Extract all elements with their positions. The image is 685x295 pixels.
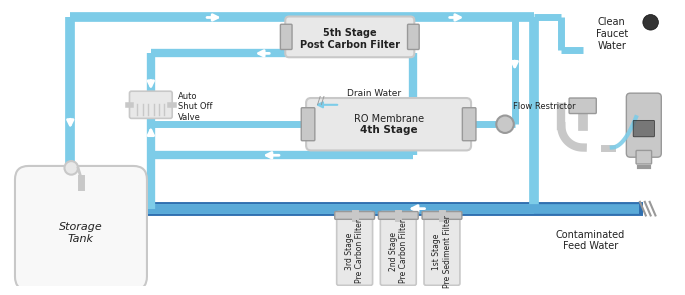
FancyBboxPatch shape — [306, 98, 471, 150]
FancyBboxPatch shape — [336, 212, 373, 285]
FancyBboxPatch shape — [633, 120, 654, 137]
FancyBboxPatch shape — [424, 212, 460, 285]
FancyBboxPatch shape — [626, 93, 661, 157]
FancyBboxPatch shape — [462, 108, 476, 141]
FancyBboxPatch shape — [285, 17, 414, 57]
Circle shape — [643, 14, 658, 30]
FancyBboxPatch shape — [636, 150, 651, 164]
Text: Flow Restrictor: Flow Restrictor — [513, 102, 575, 111]
FancyBboxPatch shape — [380, 212, 416, 285]
Text: 1st Stage
Pre Sediment Filter: 1st Stage Pre Sediment Filter — [432, 215, 451, 288]
Text: //: // — [317, 96, 325, 106]
Text: Contaminated
Feed Water: Contaminated Feed Water — [556, 230, 625, 251]
FancyBboxPatch shape — [129, 91, 172, 118]
Text: 2nd Stage
Pre Carbon Filter: 2nd Stage Pre Carbon Filter — [388, 219, 408, 283]
Circle shape — [64, 161, 78, 175]
FancyBboxPatch shape — [280, 24, 292, 50]
Text: 5th Stage
Post Carbon Filter: 5th Stage Post Carbon Filter — [300, 28, 400, 50]
FancyBboxPatch shape — [569, 98, 596, 114]
Text: 4th Stage: 4th Stage — [360, 125, 417, 135]
Text: Storage
Tank: Storage Tank — [59, 222, 103, 244]
FancyBboxPatch shape — [422, 212, 462, 219]
FancyBboxPatch shape — [15, 166, 147, 290]
Text: 3rd Stage
Pre Carbon Filter: 3rd Stage Pre Carbon Filter — [345, 219, 364, 283]
FancyBboxPatch shape — [408, 24, 419, 50]
FancyBboxPatch shape — [301, 108, 315, 141]
FancyBboxPatch shape — [378, 212, 419, 219]
Text: Drain Water: Drain Water — [347, 89, 401, 98]
Text: Clean
Faucet
Water: Clean Faucet Water — [596, 17, 628, 50]
Circle shape — [497, 115, 514, 133]
Text: RO Membrane: RO Membrane — [353, 114, 423, 124]
FancyBboxPatch shape — [335, 212, 375, 219]
Text: Auto
Shut Off
Valve: Auto Shut Off Valve — [178, 92, 212, 122]
